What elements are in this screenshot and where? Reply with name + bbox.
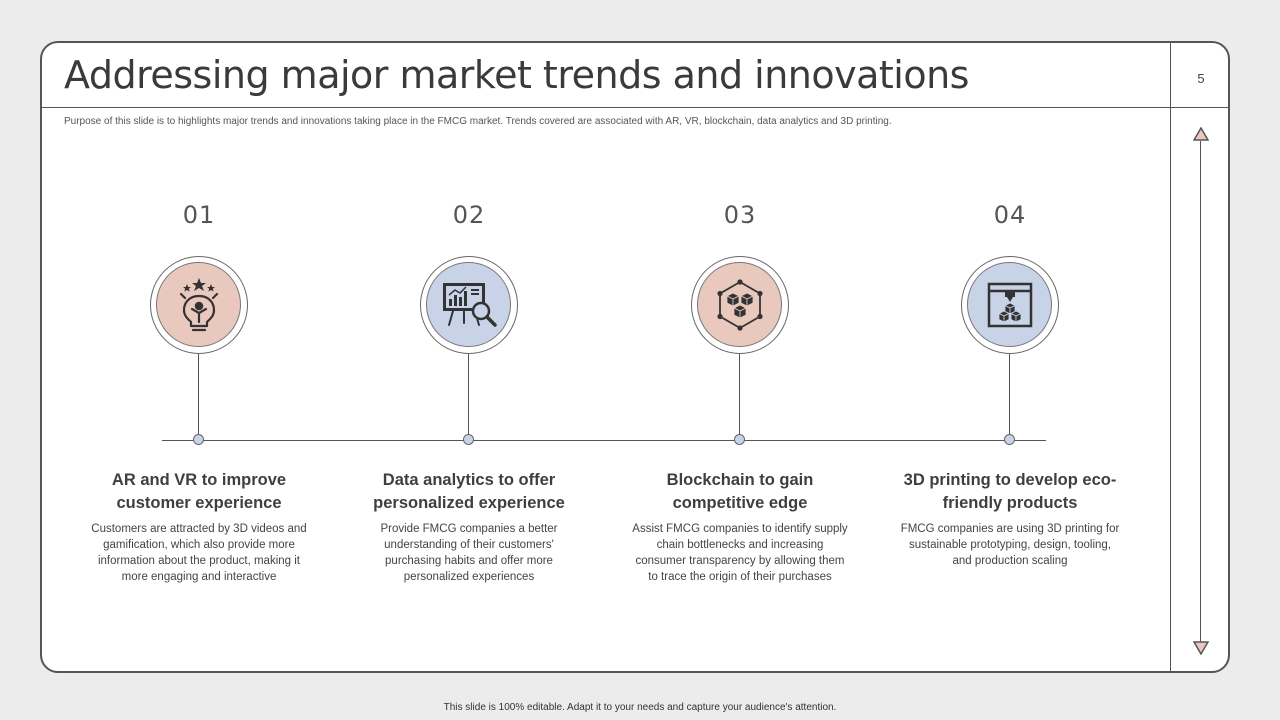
side-header-divider — [1170, 107, 1228, 108]
side-divider — [1170, 43, 1171, 671]
timeline-stem — [468, 354, 469, 441]
icon-circle-fill — [156, 262, 241, 347]
scroll-down-icon[interactable] — [1193, 641, 1209, 655]
page-title: Addressing major market trends and innov… — [64, 53, 969, 97]
step-heading: 3D printing to develop eco-friendly prod… — [903, 471, 1117, 512]
timeline-line — [162, 440, 1046, 441]
header-divider — [42, 107, 1170, 108]
footer-note: This slide is 100% editable. Adapt it to… — [443, 702, 837, 713]
scroll-track[interactable] — [1200, 141, 1201, 643]
icon-circle — [150, 256, 248, 354]
timeline-dot — [193, 434, 204, 445]
icon-circle-fill — [697, 262, 782, 347]
step-description: Assist FMCG companies to identify supply… — [632, 523, 848, 583]
step-heading: Blockchain to gain competitive edge — [666, 471, 814, 512]
timeline-dot — [463, 434, 474, 445]
slide-subtitle: Purpose of this slide is to highlights m… — [64, 116, 892, 127]
scroll-up-icon[interactable] — [1193, 127, 1209, 141]
timeline-dot — [734, 434, 745, 445]
page-number: 5 — [1197, 71, 1205, 86]
step-heading: AR and VR to improve customer experience — [111, 471, 287, 512]
slide-frame: Addressing major market trends and innov… — [40, 41, 1230, 673]
icon-circle-fill — [967, 262, 1052, 347]
lightbulb-person-icon — [179, 277, 218, 331]
step-description: Provide FMCG companies a better understa… — [380, 523, 558, 583]
icon-circle-fill — [426, 262, 511, 347]
icon-circle — [961, 256, 1059, 354]
step-heading: Data analytics to offer personalized exp… — [373, 471, 565, 512]
step-description: FMCG companies are using 3D printing for… — [900, 523, 1120, 567]
timeline-stem — [198, 354, 199, 441]
icon-circle — [691, 256, 789, 354]
icon-circle — [420, 256, 518, 354]
step-number: 04 — [993, 201, 1027, 229]
timeline-stem — [739, 354, 740, 441]
timeline-dot — [1004, 434, 1015, 445]
analytics-board-icon — [442, 282, 497, 327]
3d-printer-icon — [987, 282, 1032, 327]
step-number: 02 — [452, 201, 486, 229]
blockchain-cubes-icon — [716, 278, 763, 331]
timeline-stem — [1009, 354, 1010, 441]
step-number: 01 — [182, 201, 216, 229]
step-description: Customers are attracted by 3D videos and… — [91, 523, 307, 583]
step-number: 03 — [723, 201, 757, 229]
